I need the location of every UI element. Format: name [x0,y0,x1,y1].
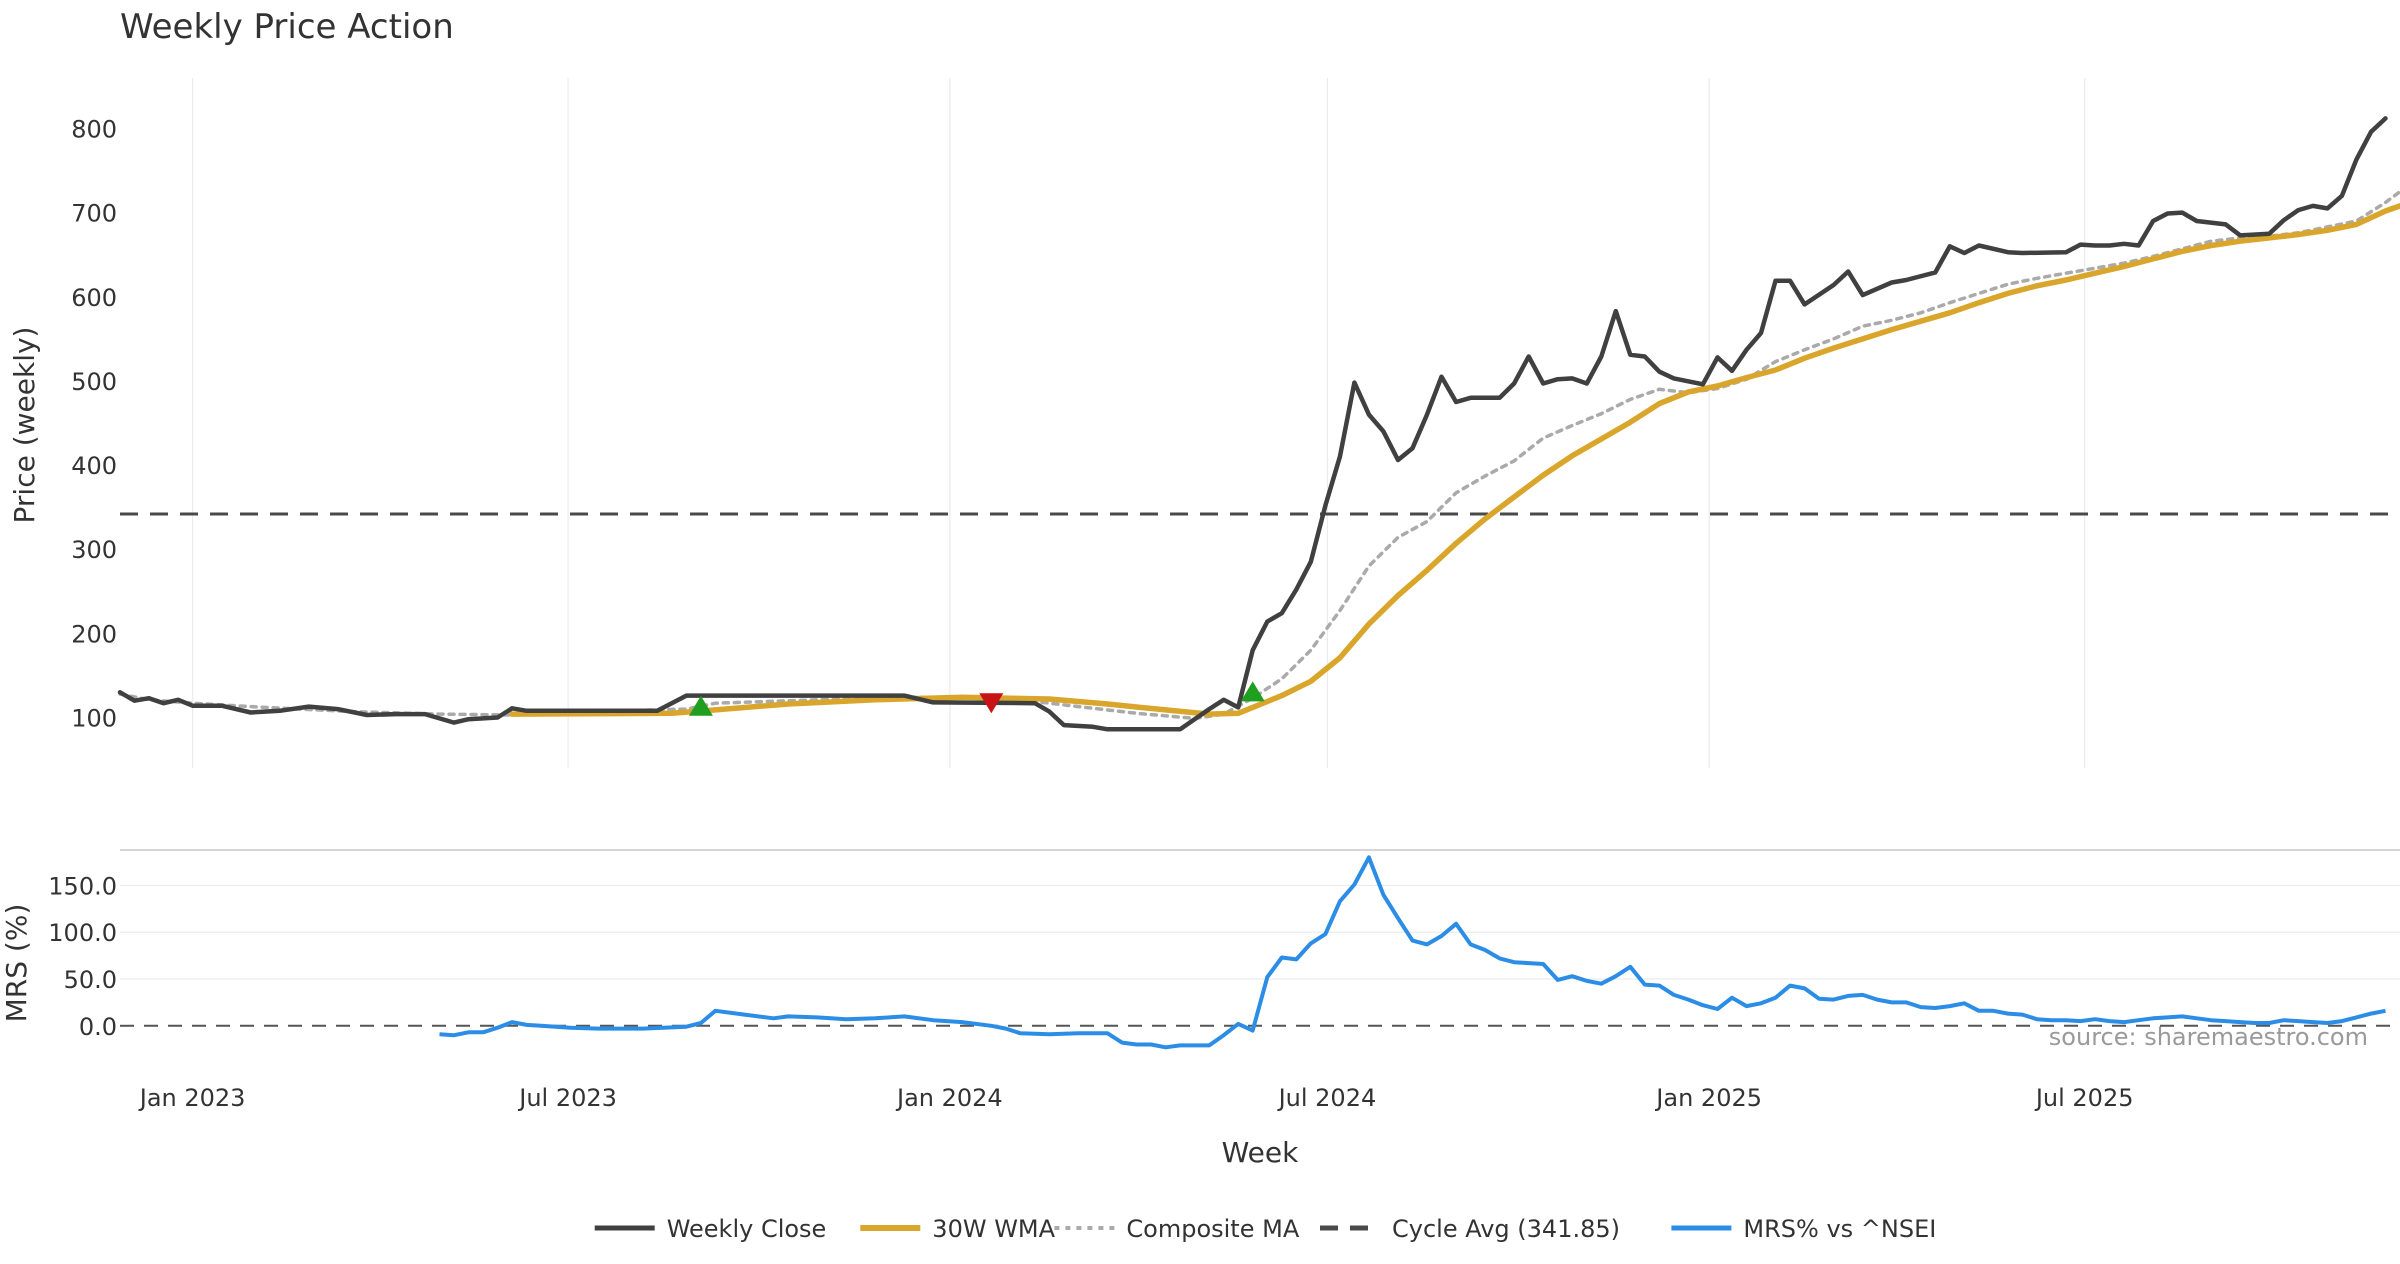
x-tick-label: Jul 2024 [1277,1084,1377,1112]
x-axis-title: Week [1222,1136,1299,1169]
x-tick-label: Jan 2023 [138,1084,246,1112]
mrs-axis-title: MRS (%) [0,904,33,1023]
price-y-tick-label: 700 [71,200,117,228]
grid-layer [120,78,2400,980]
legend-label-close: Weekly Close [667,1215,827,1243]
price-y-tick-label: 600 [71,284,117,312]
source-note: source: sharemaestro.com [2049,1023,2368,1051]
mrs-y-tick-label: 50.0 [64,966,117,994]
legend-label-composite: Composite MA [1126,1215,1299,1243]
price-y-tick-label: 100 [71,705,117,733]
price-y-tick-label: 500 [71,368,117,396]
buy-signal-marker [1240,681,1265,702]
sell-signal-marker [979,693,1004,714]
price-y-tick-label: 200 [71,620,117,648]
legend: Weekly Close 30W WMA Composite MA Cycle Avg… [594,1215,1936,1243]
x-tick-label: Jan 2024 [895,1084,1003,1112]
price-y-tick-label: 800 [71,115,117,143]
x-tick-label: Jul 2025 [2034,1084,2134,1112]
series-line-close [117,116,2388,732]
data-layer: Jan 2023 Jul 2023 Jan 2024 Jul 2024 Jan 2025… [48,115,2400,1112]
series-line-wma [509,203,2400,717]
price-axis-title: Price (weekly) [8,327,41,524]
price-y-tick-label: 300 [71,536,117,564]
series-line-composite [118,189,2400,721]
chart-title: Weekly Price Action [120,7,454,47]
mrs-y-tick-label: 0.0 [79,1013,117,1041]
mrs-y-tick-label: 150.0 [48,872,117,900]
price-y-tick-label: 400 [71,452,117,480]
legend-label-cycle: Cycle Avg (341.85) [1392,1215,1620,1243]
series-line-mrs [439,855,2386,1050]
legend-label-mrs: MRS% vs ^NSEI [1743,1215,1936,1243]
legend-label-wma: 30W WMA [932,1215,1055,1243]
x-tick-label: Jul 2023 [517,1084,617,1112]
buy-signal-marker [688,695,713,716]
mrs-y-tick-label: 100.0 [48,919,117,947]
x-tick-label: Jan 2025 [1654,1084,1762,1112]
